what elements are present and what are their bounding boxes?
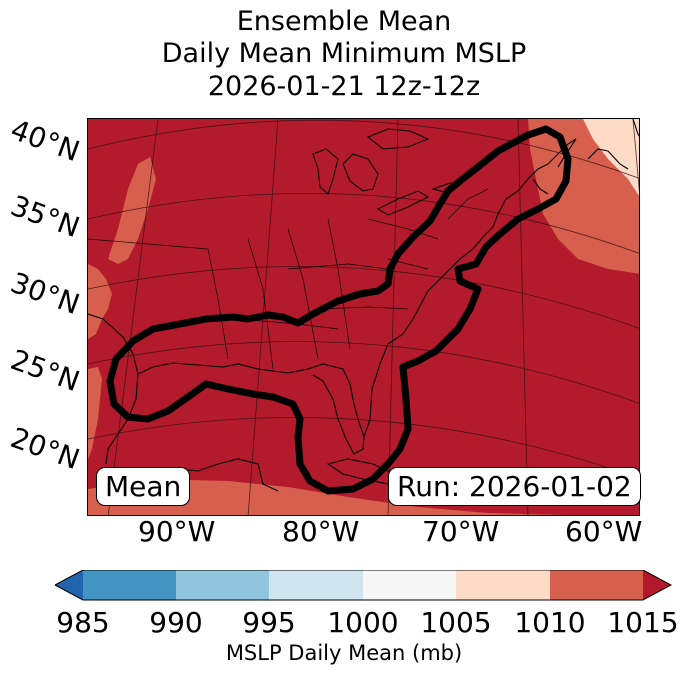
colorbar-tick-1015: 1015 [607, 606, 679, 639]
colorbar-segment-985-990 [83, 570, 176, 600]
run-date-box: Run: 2026-01-02 [388, 467, 641, 506]
colorbar-tick-995: 995 [242, 606, 296, 639]
mean-label-box: Mean [96, 467, 191, 506]
lon-label-60w: 60°W [565, 515, 643, 548]
lon-label-80w: 80°W [282, 515, 360, 548]
colorbar [55, 570, 672, 601]
lat-label-40n: 40°N [6, 112, 84, 169]
mslp-contour-1015 [106, 125, 572, 495]
title-line-1: Ensemble Mean [236, 6, 452, 37]
colorbar-segment-1010-1015 [550, 570, 643, 600]
lon-label-90w: 90°W [138, 515, 216, 548]
colorbar-tick-1010: 1010 [514, 606, 586, 639]
colorbar-label: MSLP Daily Mean (mb) [225, 641, 463, 665]
title-line-3: 2026-01-21 12z-12z [207, 71, 481, 102]
field-1005-1010-west [88, 264, 112, 339]
lat-label-35n: 35°N [6, 188, 84, 245]
map-canvas [88, 119, 639, 515]
colorbar-tick-990: 990 [149, 606, 203, 639]
lat-label-30n: 30°N [6, 265, 84, 322]
field-1005-1010-south [88, 479, 565, 515]
lat-label-20n: 20°N [6, 420, 84, 477]
colorbar-segment-1000-1005 [363, 570, 456, 600]
colorbar-segment-1005-1010 [456, 570, 550, 600]
colorbar-segment-995-1000 [269, 570, 363, 600]
map-panel [87, 118, 640, 516]
colorbar-tick-1000: 1000 [327, 606, 399, 639]
colorbar-extend-high [643, 570, 671, 600]
lon-label-70w: 70°W [422, 515, 500, 548]
field-1000-1005-northeast [583, 119, 639, 196]
colorbar-tick-1005: 1005 [420, 606, 492, 639]
lat-label-25n: 25°N [6, 342, 84, 399]
colorbar-segment-990-995 [176, 570, 269, 600]
field-1005-1010-northwest [108, 157, 156, 264]
title-line-2: Daily Mean Minimum MSLP [161, 38, 527, 69]
colorbar-extend-low [55, 570, 83, 600]
colorbar-tick-985: 985 [56, 606, 110, 639]
colorbar-outline [55, 570, 672, 601]
field-1005-1010-west-low [88, 367, 102, 459]
